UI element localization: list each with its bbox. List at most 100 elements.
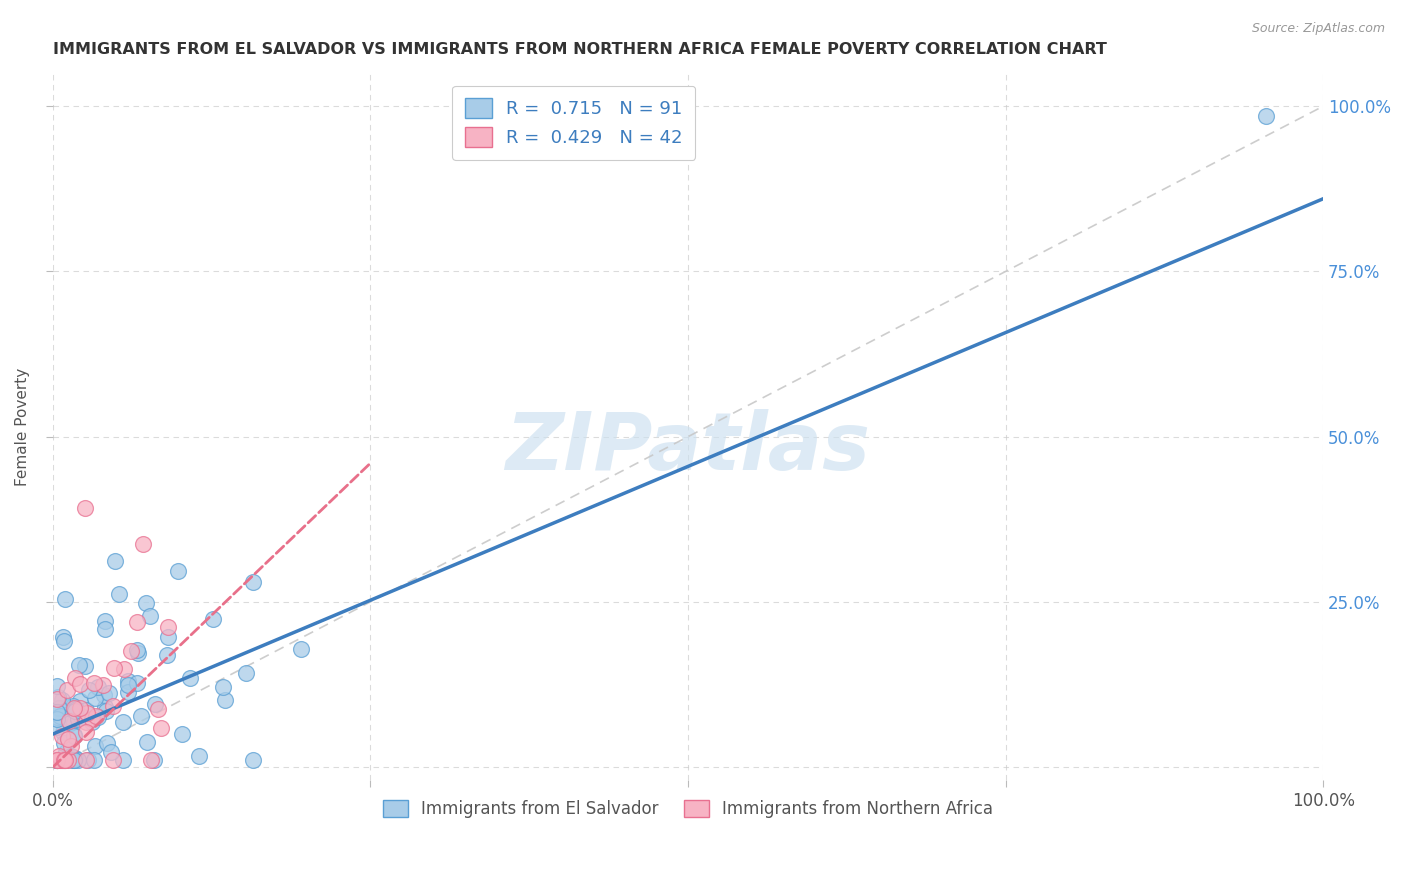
Point xyxy=(166,564,188,578)
Point xyxy=(65,751,87,765)
Point xyxy=(135,596,157,610)
Point xyxy=(45,712,67,726)
Point xyxy=(103,661,125,675)
Point xyxy=(63,754,86,768)
Point xyxy=(125,615,148,630)
Point xyxy=(48,700,70,714)
Point xyxy=(127,646,149,660)
Point xyxy=(83,676,105,690)
Legend: Immigrants from El Salvador, Immigrants from Northern Africa: Immigrants from El Salvador, Immigrants … xyxy=(377,794,1000,825)
Point xyxy=(46,754,69,768)
Point xyxy=(59,739,82,754)
Point xyxy=(73,500,96,515)
Point xyxy=(91,678,114,692)
Point xyxy=(49,754,72,768)
Point xyxy=(76,754,98,768)
Point xyxy=(75,724,97,739)
Point xyxy=(131,536,153,550)
Point xyxy=(69,677,91,691)
Point xyxy=(51,729,73,743)
Point xyxy=(84,739,107,753)
Point xyxy=(104,554,127,568)
Point xyxy=(69,694,91,708)
Point xyxy=(55,745,77,759)
Point xyxy=(65,702,87,716)
Point xyxy=(58,714,80,729)
Point xyxy=(1254,109,1277,123)
Point xyxy=(80,714,103,729)
Point xyxy=(49,754,72,768)
Point xyxy=(62,699,84,714)
Point xyxy=(139,754,162,768)
Point xyxy=(187,749,209,764)
Point xyxy=(87,710,110,724)
Point xyxy=(96,736,118,750)
Point xyxy=(55,754,77,768)
Point xyxy=(146,702,169,716)
Point xyxy=(65,704,87,718)
Point xyxy=(67,712,90,726)
Point xyxy=(129,709,152,723)
Point xyxy=(117,678,139,692)
Point xyxy=(235,666,257,681)
Point xyxy=(112,715,135,730)
Point xyxy=(45,754,67,768)
Text: IMMIGRANTS FROM EL SALVADOR VS IMMIGRANTS FROM NORTHERN AFRICA FEMALE POVERTY CO: IMMIGRANTS FROM EL SALVADOR VS IMMIGRANT… xyxy=(53,42,1107,57)
Point xyxy=(48,749,70,764)
Point xyxy=(127,643,149,657)
Point xyxy=(75,703,97,717)
Point xyxy=(117,673,139,688)
Point xyxy=(75,754,97,768)
Point xyxy=(59,716,82,731)
Point xyxy=(52,725,75,739)
Point xyxy=(82,712,104,726)
Point xyxy=(75,659,97,673)
Point xyxy=(55,700,77,714)
Point xyxy=(51,754,73,768)
Point xyxy=(49,708,72,723)
Point xyxy=(62,754,84,768)
Point xyxy=(45,754,67,768)
Point xyxy=(56,683,79,698)
Point xyxy=(156,630,179,644)
Point xyxy=(127,676,149,690)
Point xyxy=(51,693,73,707)
Point xyxy=(53,634,76,648)
Point xyxy=(214,693,236,707)
Point xyxy=(53,754,76,768)
Point xyxy=(52,737,75,751)
Point xyxy=(53,754,76,768)
Y-axis label: Female Poverty: Female Poverty xyxy=(15,368,30,486)
Point xyxy=(101,754,124,768)
Point xyxy=(63,671,86,685)
Point xyxy=(52,754,75,768)
Point xyxy=(76,706,98,721)
Point xyxy=(45,754,67,768)
Point xyxy=(45,754,67,768)
Point xyxy=(212,681,235,695)
Point xyxy=(103,699,125,714)
Point xyxy=(62,728,84,742)
Point xyxy=(117,684,139,698)
Point xyxy=(112,662,135,676)
Point xyxy=(56,754,79,768)
Point xyxy=(45,705,67,719)
Point xyxy=(179,671,201,685)
Point xyxy=(136,735,159,749)
Point xyxy=(52,630,75,644)
Point xyxy=(69,701,91,715)
Point xyxy=(52,754,75,768)
Point xyxy=(202,612,225,626)
Point xyxy=(53,754,76,768)
Point xyxy=(156,620,179,634)
Point xyxy=(67,754,90,768)
Point xyxy=(62,713,84,727)
Point xyxy=(83,754,105,768)
Point xyxy=(149,721,172,735)
Point xyxy=(242,574,264,589)
Point xyxy=(94,699,117,714)
Text: Source: ZipAtlas.com: Source: ZipAtlas.com xyxy=(1251,22,1385,36)
Point xyxy=(49,754,72,768)
Point xyxy=(46,690,69,704)
Point xyxy=(94,614,117,628)
